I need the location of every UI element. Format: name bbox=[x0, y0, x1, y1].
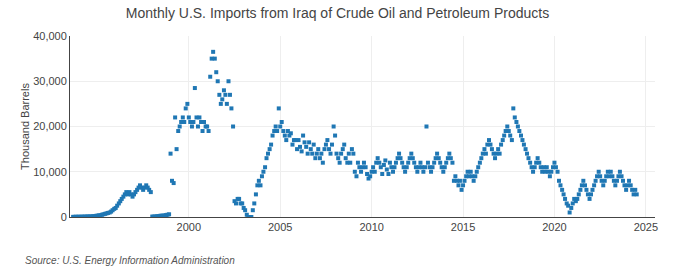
svg-text:2020: 2020 bbox=[542, 221, 566, 233]
svg-text:Source: U.S. Energy Informatio: Source: U.S. Energy Information Administ… bbox=[25, 255, 235, 266]
svg-text:20,000: 20,000 bbox=[33, 120, 67, 132]
svg-text:Monthly U.S. Imports from Iraq: Monthly U.S. Imports from Iraq of Crude … bbox=[126, 5, 549, 21]
svg-text:2010: 2010 bbox=[359, 221, 383, 233]
svg-text:2015: 2015 bbox=[451, 221, 475, 233]
svg-text:10,000: 10,000 bbox=[33, 166, 67, 178]
svg-text:30,000: 30,000 bbox=[33, 75, 67, 87]
svg-text:2000: 2000 bbox=[177, 221, 201, 233]
svg-text:Thousand Barrels: Thousand Barrels bbox=[19, 83, 31, 170]
svg-text:2005: 2005 bbox=[268, 221, 292, 233]
svg-text:40,000: 40,000 bbox=[33, 30, 67, 42]
svg-text:0: 0 bbox=[61, 211, 67, 223]
svg-text:2025: 2025 bbox=[634, 221, 658, 233]
